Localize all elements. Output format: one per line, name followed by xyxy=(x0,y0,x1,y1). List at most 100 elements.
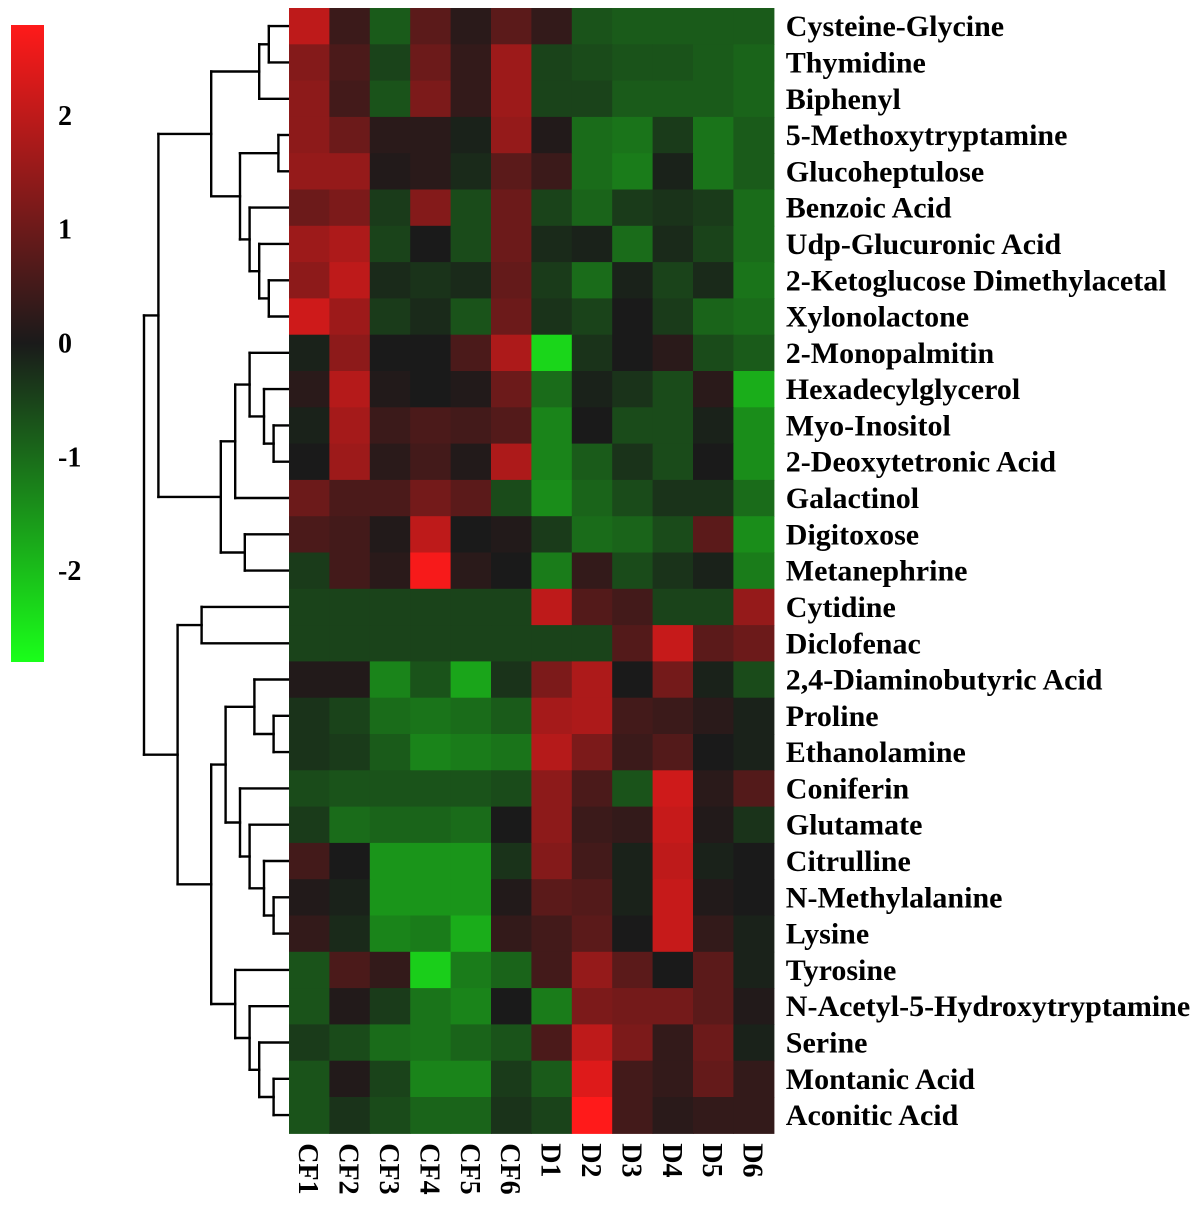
heatmap-cell xyxy=(329,1060,371,1098)
heatmap-cell xyxy=(531,552,573,590)
heatmap-cell xyxy=(450,806,492,844)
heatmap-cell xyxy=(612,552,654,590)
heatmap-cell xyxy=(369,516,411,554)
heatmap-cell xyxy=(410,1097,452,1134)
row-label: Biphenyl xyxy=(786,83,901,116)
heatmap-cell xyxy=(450,988,492,1025)
heatmap-cell xyxy=(693,443,734,481)
heatmap-cell xyxy=(693,479,734,517)
heatmap-cell xyxy=(329,44,371,82)
heatmap-cell xyxy=(612,915,654,953)
row-label: 2-Ketoglucose Dimethylacetal xyxy=(786,264,1167,297)
heatmap-cell xyxy=(693,8,734,45)
heatmap-cell xyxy=(491,770,532,808)
heatmap-cell xyxy=(410,879,452,917)
heatmap-cell xyxy=(693,407,734,445)
heatmap-cell xyxy=(652,951,694,989)
heatmap-cell xyxy=(450,770,492,808)
row-label: Galactinol xyxy=(786,482,919,515)
heatmap-cell xyxy=(571,734,613,771)
heatmap-cell xyxy=(329,734,371,771)
heatmap-cell xyxy=(450,80,492,118)
heatmap-cell xyxy=(410,479,452,517)
color-scale-tick-label: -1 xyxy=(58,442,81,473)
heatmap-cell xyxy=(733,516,775,554)
heatmap-cell xyxy=(693,153,734,191)
heatmap-cell xyxy=(491,1097,532,1134)
heatmap-cell xyxy=(491,951,532,989)
heatmap-cell xyxy=(369,153,411,191)
heatmap-cell xyxy=(571,661,613,699)
heatmap-cell xyxy=(531,988,573,1025)
heatmap-cell xyxy=(410,734,452,771)
heatmap-cell xyxy=(571,770,613,808)
row-label: Proline xyxy=(786,700,879,733)
heatmap-cell xyxy=(531,770,573,808)
heatmap-cell xyxy=(450,1060,492,1098)
heatmap-cell xyxy=(329,951,371,989)
color-scale-ticks: 2 1 0 -1 -2 xyxy=(58,101,81,587)
heatmap-cell xyxy=(329,371,371,408)
heatmap-cell xyxy=(329,225,371,263)
heatmap-cell xyxy=(329,189,371,227)
heatmap-cell xyxy=(571,516,613,554)
heatmap-cell xyxy=(329,443,371,481)
heatmap-cell xyxy=(571,153,613,191)
heatmap-cell xyxy=(491,988,532,1025)
heatmap-cell xyxy=(329,1097,371,1134)
heatmap-cell xyxy=(652,770,694,808)
heatmap-cell xyxy=(450,516,492,554)
column-label: CF5 xyxy=(454,1143,485,1194)
heatmap-cell xyxy=(571,479,613,517)
heatmap-cell xyxy=(329,879,371,917)
heatmap-cell xyxy=(289,1060,330,1098)
heatmap-cell xyxy=(693,334,734,372)
heatmap-cell xyxy=(329,407,371,445)
heatmap-cell xyxy=(531,697,573,735)
heatmap-cell xyxy=(289,552,330,590)
heatmap-cell xyxy=(571,988,613,1025)
heatmap-cell xyxy=(329,80,371,118)
heatmap-cell xyxy=(652,1060,694,1098)
heatmap-cell xyxy=(329,915,371,953)
heatmap-cell xyxy=(450,915,492,953)
column-labels: CF1 CF2 CF3 CF4 CF5 CF6 D1 D2 D3 D4 D5 D6 xyxy=(292,1143,767,1194)
row-label: N-Acetyl-5-Hydroxytryptamine xyxy=(786,990,1190,1023)
heatmap-cell xyxy=(612,661,654,699)
heatmap-cell xyxy=(289,479,330,517)
heatmap-cell xyxy=(289,153,330,191)
row-label: Citrulline xyxy=(786,845,911,878)
heatmap-cell xyxy=(410,1024,452,1062)
heatmap-cell xyxy=(531,8,573,45)
heatmap-cell xyxy=(369,625,411,662)
heatmap-cell xyxy=(693,770,734,808)
heatmap-cell xyxy=(491,407,532,445)
heatmap-cell xyxy=(450,407,492,445)
heatmap-cell xyxy=(369,8,411,45)
heatmap-cell xyxy=(612,116,654,154)
heatmap-cell xyxy=(369,1097,411,1134)
heatmap-cell xyxy=(410,334,452,372)
row-label: Lysine xyxy=(786,918,869,951)
heatmap-cell xyxy=(289,334,330,372)
heatmap-cell xyxy=(369,697,411,735)
heatmap-cell xyxy=(369,44,411,82)
heatmap-cell xyxy=(450,697,492,735)
heatmap-cell xyxy=(450,334,492,372)
heatmap-cell xyxy=(571,951,613,989)
heatmap-cell xyxy=(531,153,573,191)
heatmap-cell xyxy=(289,842,330,880)
color-scale-tick-label: 0 xyxy=(58,329,72,360)
heatmap-cell xyxy=(491,479,532,517)
heatmap-cell xyxy=(289,407,330,445)
row-label: Aconitic Acid xyxy=(786,1099,959,1132)
heatmap-cell xyxy=(410,588,452,626)
row-label: Diclofenac xyxy=(786,627,921,660)
heatmap-cell xyxy=(733,879,775,917)
heatmap-cell xyxy=(612,189,654,227)
heatmap-cell xyxy=(733,770,775,808)
heatmap-cell xyxy=(531,262,573,299)
heatmap-cell xyxy=(652,116,694,154)
heatmap-cell xyxy=(733,44,775,82)
